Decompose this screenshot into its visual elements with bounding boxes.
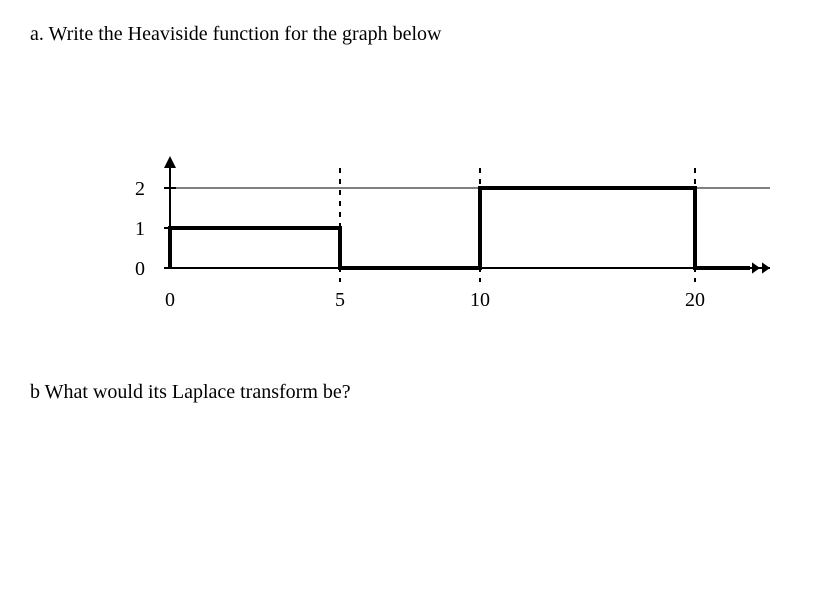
step-chart-svg: 012051020	[90, 118, 810, 348]
svg-text:10: 10	[470, 289, 490, 311]
svg-text:20: 20	[685, 289, 705, 311]
svg-text:0: 0	[135, 258, 145, 280]
step-chart: 012051020	[90, 118, 804, 354]
svg-text:2: 2	[135, 178, 145, 200]
svg-text:1: 1	[135, 218, 145, 240]
svg-text:0: 0	[165, 289, 175, 311]
question-a: a. Write the Heaviside function for the …	[30, 20, 804, 48]
question-b: b What would its Laplace transform be?	[30, 378, 804, 406]
svg-text:5: 5	[335, 289, 345, 311]
